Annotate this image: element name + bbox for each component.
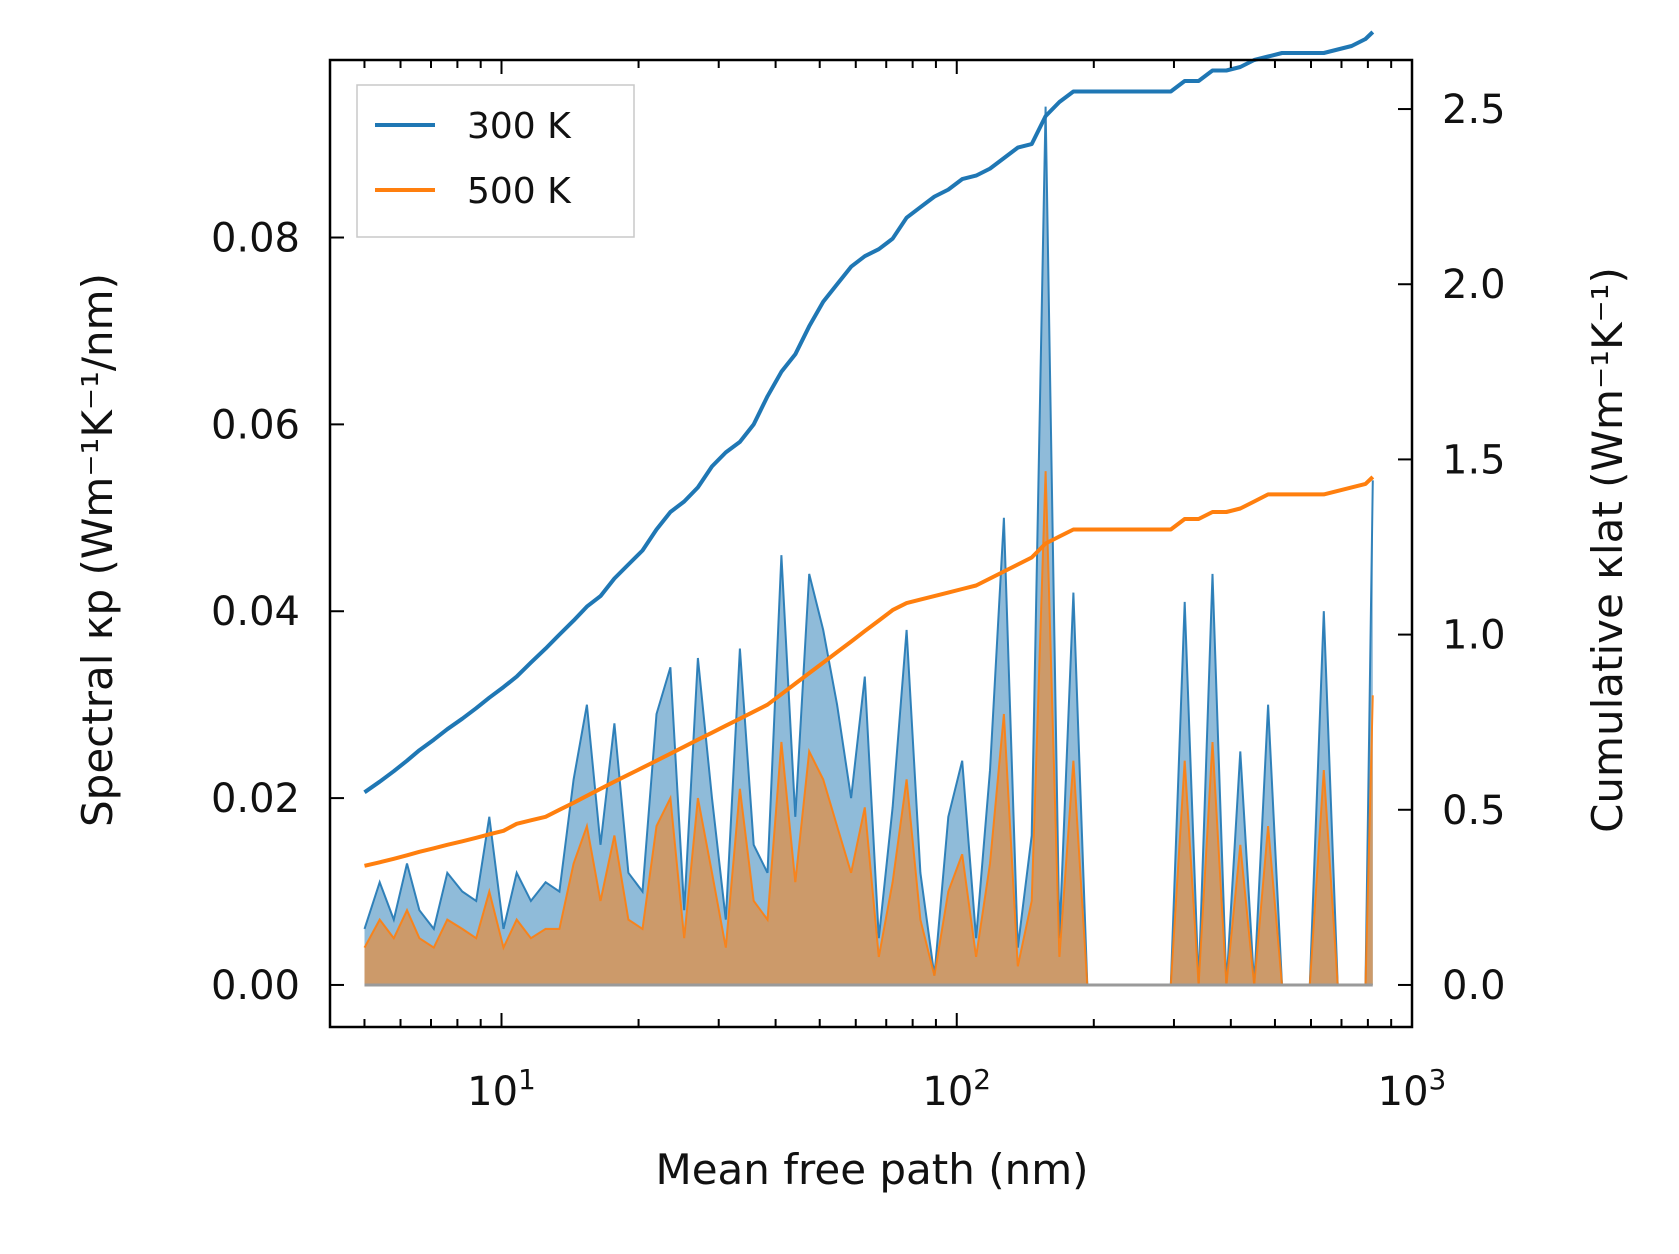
spectral-line-300k xyxy=(363,106,1374,986)
legend-label-300k: 300 K xyxy=(467,106,572,147)
right-y-tick-label: 0.0 xyxy=(1442,963,1506,1009)
right-y-tick-label: 1.0 xyxy=(1442,613,1506,659)
right-y-tick-label: 1.5 xyxy=(1442,437,1506,483)
spectral-fill-300k xyxy=(364,106,1373,985)
left-y-tick-label: 0.08 xyxy=(211,216,300,262)
x-tick-label: 103 xyxy=(1378,1063,1447,1115)
legend-box xyxy=(356,84,635,238)
cumulative-line-500k xyxy=(364,475,1375,868)
left-y-tick-label: 0.06 xyxy=(211,402,300,448)
spectral-line-500k xyxy=(363,471,1374,986)
cumulative-line-300k xyxy=(363,30,1375,794)
x-tick-label: 102 xyxy=(922,1063,991,1115)
spectral-fill-500k xyxy=(364,471,1373,986)
legend: 300 K 500 K xyxy=(356,84,635,238)
legend-label-500k: 500 K xyxy=(467,171,572,212)
right-y-tick-label: 2.0 xyxy=(1442,262,1506,308)
right-y-tick-label: 0.5 xyxy=(1442,788,1506,834)
axes: 101 102 103 0.00 0.02 0.04 0.06 0.08 0.0 0.5 1.0 1.… xyxy=(211,58,1506,1115)
left-y-tick-label: 0.02 xyxy=(211,776,300,822)
right-axis-title: Cumulative κlat (Wm⁻¹K⁻¹) xyxy=(1583,267,1632,833)
plot-frame xyxy=(328,58,1414,1029)
left-y-tick-label: 0.00 xyxy=(211,963,300,1009)
plot-area xyxy=(363,30,1375,987)
x-axis-title: Mean free path (nm) xyxy=(655,1145,1088,1194)
left-y-tick-label: 0.04 xyxy=(211,589,300,635)
right-y-tick-label: 2.5 xyxy=(1442,87,1506,133)
left-axis-title: Spectral κp (Wm⁻¹K⁻¹/nm) xyxy=(73,273,122,827)
x-tick-label: 101 xyxy=(467,1063,536,1115)
